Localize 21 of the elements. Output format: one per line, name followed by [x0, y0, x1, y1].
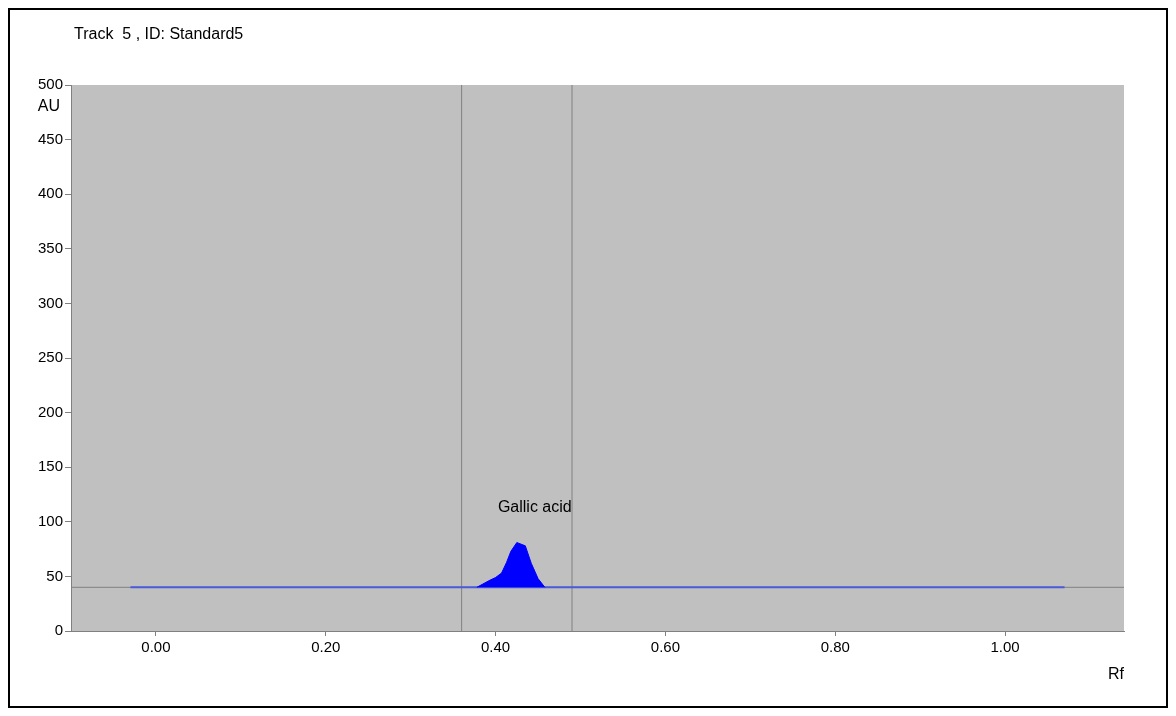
- x-tick-label: 0.00: [141, 638, 171, 656]
- y-axis-title: AU: [37, 97, 60, 115]
- y-tick-label: 200: [37, 402, 63, 420]
- annotation: Gallic acid: [497, 497, 572, 515]
- x-tick-label: 1.00: [990, 638, 1020, 656]
- y-tick-label: 150: [37, 457, 63, 475]
- y-tick-label: 50: [46, 566, 63, 584]
- x-tick-label: 0.80: [820, 638, 850, 656]
- y-tick-label: 500: [37, 75, 63, 93]
- x-tick-label: 0.20: [311, 638, 341, 656]
- x-axis-title: Rf: [1108, 665, 1125, 683]
- x-tick-label: 0.40: [481, 638, 511, 656]
- y-tick-label: 400: [37, 184, 63, 202]
- y-tick-label: 100: [37, 511, 63, 529]
- x-tick-label: 0.60: [650, 638, 681, 656]
- y-tick-label: 450: [37, 129, 63, 147]
- y-tick-label: 250: [37, 348, 63, 366]
- chart-title: Track 5 , ID: Standard5: [74, 25, 244, 43]
- y-tick-label: 0: [54, 621, 63, 639]
- y-tick-label: 350: [37, 238, 63, 256]
- y-tick-label: 300: [37, 293, 63, 311]
